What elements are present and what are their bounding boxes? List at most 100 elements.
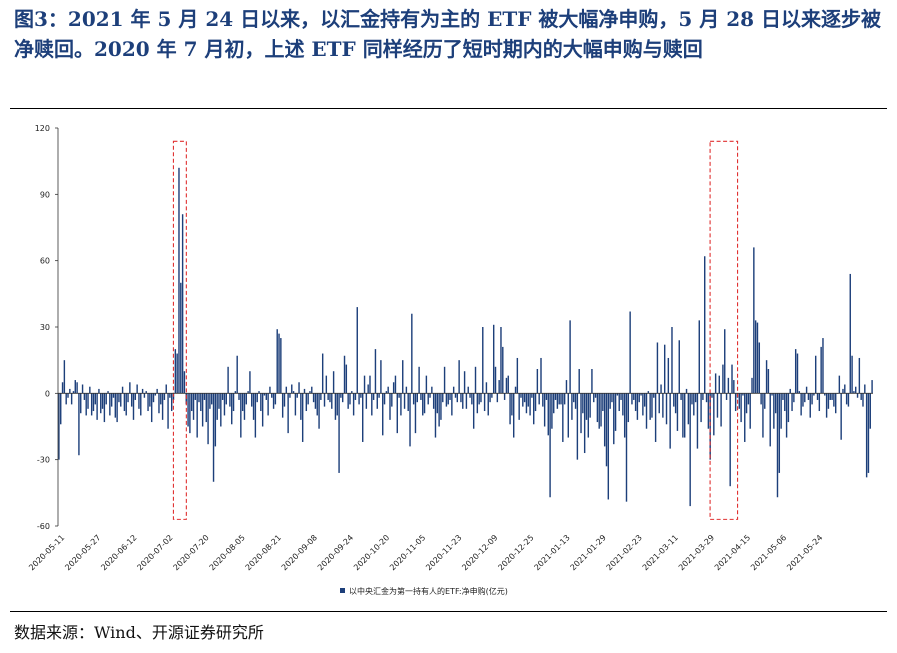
- bar: [234, 391, 237, 394]
- bar: [838, 375, 841, 394]
- bar: [714, 373, 717, 394]
- bar: [465, 393, 468, 409]
- bar: [160, 393, 162, 405]
- bar: [183, 371, 186, 394]
- bar: [445, 393, 448, 407]
- bar: [178, 167, 180, 394]
- bar: [123, 393, 126, 412]
- bar: [238, 393, 240, 400]
- bar: [201, 393, 204, 427]
- bar: [609, 393, 611, 409]
- bar: [785, 393, 788, 438]
- bar: [207, 393, 209, 445]
- bar: [354, 393, 357, 400]
- bar: [411, 313, 413, 394]
- bar: [427, 393, 429, 405]
- bar: [371, 393, 373, 416]
- bar: [320, 393, 322, 400]
- bar: [538, 393, 540, 405]
- bar: [174, 349, 177, 394]
- bar: [74, 380, 76, 394]
- bar: [269, 386, 271, 394]
- bar: [516, 357, 519, 394]
- bar: [194, 393, 197, 400]
- bar: [198, 393, 200, 403]
- bar: [94, 393, 96, 405]
- bar: [691, 393, 693, 405]
- bar: [622, 393, 624, 416]
- bar: [287, 393, 289, 434]
- bar: [285, 386, 288, 394]
- bar: [527, 393, 529, 407]
- x-tick-label: 2020-07-20: [172, 533, 211, 572]
- bar: [713, 393, 715, 436]
- bar: [343, 355, 346, 394]
- bar: [627, 393, 630, 423]
- x-tick-label: 2021-04-15: [713, 533, 752, 572]
- bar: [704, 256, 706, 394]
- bar: [563, 393, 566, 405]
- bar: [729, 393, 731, 487]
- bar: [625, 393, 628, 502]
- bar: [432, 393, 435, 409]
- bar: [782, 393, 784, 400]
- bar: [163, 393, 166, 400]
- bar: [405, 386, 408, 394]
- bar: [434, 393, 437, 438]
- bar: [132, 393, 135, 420]
- bar: [323, 393, 326, 407]
- bar: [864, 384, 866, 394]
- bar: [642, 393, 644, 416]
- bar: [347, 393, 349, 409]
- bar: [423, 393, 426, 414]
- bar: [150, 393, 153, 423]
- bar: [711, 393, 713, 398]
- bar: [107, 391, 109, 394]
- bar: [623, 393, 626, 438]
- bar: [87, 393, 89, 409]
- bar: [216, 393, 218, 420]
- bar: [351, 391, 353, 394]
- x-tick-label: 2021-05-06: [749, 533, 788, 572]
- bar: [733, 380, 735, 394]
- bar: [318, 393, 320, 429]
- bar: [380, 360, 382, 394]
- bar: [851, 355, 853, 394]
- bar: [140, 393, 142, 416]
- bar: [591, 369, 593, 394]
- bar: [602, 393, 604, 412]
- bar: [467, 386, 469, 394]
- bar: [254, 393, 257, 438]
- bar: [480, 393, 482, 403]
- bar: [756, 322, 759, 394]
- bar: [392, 382, 395, 394]
- bar: [116, 393, 118, 423]
- bar: [620, 393, 622, 400]
- bar: [180, 282, 182, 394]
- bar: [856, 393, 859, 398]
- bar: [362, 393, 364, 442]
- bar: [425, 375, 428, 394]
- bar: [654, 393, 657, 442]
- bar: [60, 393, 62, 425]
- bar: [762, 393, 764, 438]
- bar: [294, 393, 297, 416]
- bar: [693, 393, 695, 416]
- bar: [256, 393, 258, 403]
- bar: [722, 364, 724, 394]
- bar: [389, 393, 391, 420]
- bar: [611, 393, 613, 403]
- bar: [802, 393, 804, 407]
- bar: [787, 393, 790, 423]
- bar: [547, 393, 549, 436]
- bar: [578, 369, 580, 394]
- bar: [571, 393, 573, 420]
- bar: [618, 393, 620, 412]
- bar: [283, 393, 286, 407]
- x-axis: 2020-05-112020-05-272020-06-122020-07-02…: [27, 533, 824, 572]
- bar: [436, 393, 439, 414]
- bar: [89, 386, 91, 394]
- bar: [165, 384, 167, 394]
- bar: [271, 393, 273, 398]
- bar: [607, 393, 610, 500]
